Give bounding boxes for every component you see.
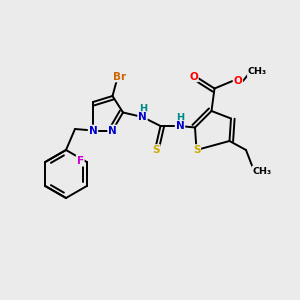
Text: H: H bbox=[176, 112, 184, 123]
Text: CH₃: CH₃ bbox=[252, 167, 272, 176]
Text: S: S bbox=[152, 145, 160, 155]
Text: N: N bbox=[138, 112, 147, 122]
Text: Br: Br bbox=[113, 71, 127, 82]
Text: F: F bbox=[76, 155, 84, 166]
Text: N: N bbox=[88, 125, 98, 136]
Text: S: S bbox=[193, 145, 200, 155]
Text: N: N bbox=[108, 125, 117, 136]
Text: CH₃: CH₃ bbox=[248, 68, 267, 76]
Text: O: O bbox=[233, 76, 242, 86]
Text: N: N bbox=[176, 121, 184, 131]
Text: H: H bbox=[139, 103, 147, 114]
Text: O: O bbox=[189, 71, 198, 82]
